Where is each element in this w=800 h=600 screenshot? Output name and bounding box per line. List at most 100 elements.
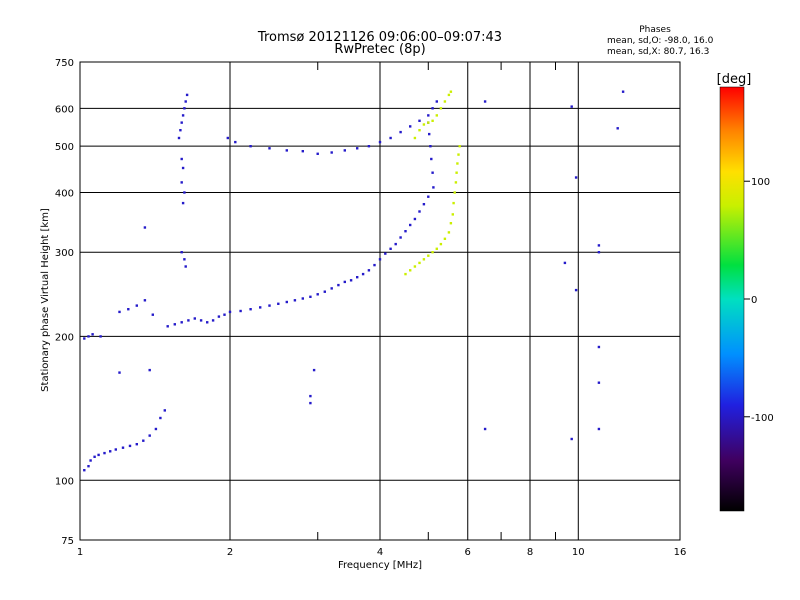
colorbar-tick-label: 0 — [751, 295, 757, 306]
y-ticks: 75 100 200 300 400 500 600 750 — [55, 58, 74, 547]
data-point-x — [422, 258, 426, 261]
data-point-o — [181, 201, 185, 205]
data-point-o — [228, 310, 232, 314]
x-tick-label: 4 — [377, 547, 383, 558]
data-point-o — [597, 381, 601, 384]
data-point-o — [384, 252, 387, 255]
data-point-o — [143, 299, 147, 302]
data-point-o — [239, 309, 242, 313]
data-point-o — [483, 100, 487, 103]
data-point-o — [109, 450, 112, 453]
data-point-o — [121, 446, 125, 449]
colorbar: [deg] 100 0 -100 — [717, 72, 774, 512]
data-point-o — [183, 191, 186, 194]
data-point-o — [179, 129, 182, 132]
data-point-o — [616, 127, 619, 130]
data-point-o — [99, 335, 102, 338]
data-point-x — [457, 153, 460, 156]
x-ticks: 1 2 4 6 8 10 16 — [77, 547, 687, 558]
data-point-o — [199, 319, 203, 322]
y-tick-label: 600 — [55, 104, 74, 115]
data-point-x — [435, 247, 438, 250]
data-point-x — [418, 261, 421, 265]
legend-line-o: mean, sd,O: -98.0, 16.0 — [607, 36, 714, 46]
data-point-o — [418, 210, 421, 213]
data-point-o — [427, 114, 430, 117]
y-tick-label: 750 — [55, 58, 74, 69]
data-point-o — [337, 283, 340, 287]
legend-title: Phases — [639, 25, 671, 35]
data-point-x — [427, 121, 430, 124]
data-point-o — [428, 132, 431, 136]
data-point-o — [135, 304, 138, 307]
data-point-o — [118, 371, 121, 374]
data-point-o — [217, 315, 221, 318]
data-point-o — [356, 147, 359, 150]
data-point-x — [443, 100, 447, 103]
data-point-o — [187, 319, 190, 322]
data-point-o — [185, 93, 189, 97]
data-point-o — [159, 416, 162, 420]
y-tick-label: 200 — [55, 332, 74, 343]
data-point-o — [127, 308, 130, 311]
data-point-x — [431, 251, 434, 254]
data-point-o — [409, 125, 412, 128]
data-point-x — [413, 136, 417, 140]
y-tick-label: 75 — [61, 536, 74, 547]
data-point-x — [449, 222, 453, 225]
data-point-o — [180, 157, 183, 161]
data-point-o — [330, 287, 333, 290]
chart-subtitle: RwPretec (8p) — [334, 42, 425, 57]
data-point-o — [621, 90, 625, 93]
data-point-x — [431, 119, 434, 122]
data-point-x — [453, 191, 456, 194]
data-point-o — [574, 288, 578, 292]
data-point-o — [180, 121, 183, 124]
colorbar-ticks: 100 0 -100 — [744, 177, 774, 424]
data-point-o — [570, 437, 573, 441]
data-point-o — [173, 323, 176, 326]
data-point-o — [177, 136, 181, 140]
data-point-o — [563, 261, 567, 265]
data-point-o — [316, 152, 319, 155]
data-point-o — [483, 427, 487, 431]
data-point-o — [418, 119, 421, 122]
data-point-o — [343, 280, 346, 284]
data-point-o — [97, 453, 100, 457]
x-tick-label: 6 — [465, 547, 471, 558]
x-tick-label: 1 — [77, 547, 83, 558]
data-point-o — [570, 105, 573, 108]
data-point-x — [404, 272, 407, 276]
data-point-x — [439, 107, 443, 110]
data-point-o — [234, 140, 237, 144]
data-point-o — [184, 100, 187, 103]
colorbar-tick-label: -100 — [751, 413, 774, 424]
data-point-o — [413, 217, 417, 221]
data-point-o — [399, 236, 402, 239]
data-points — [83, 90, 625, 472]
data-point-o — [323, 290, 326, 293]
data-point-o — [143, 226, 147, 229]
data-point-o — [193, 317, 196, 320]
colorbar-tick-label: 100 — [751, 177, 770, 188]
data-point-o — [309, 295, 312, 298]
data-point-o — [293, 299, 297, 302]
colorbar-gradient — [719, 86, 745, 512]
data-point-o — [309, 401, 312, 405]
chart-title: Tromsø 20121126 09:06:00–09:07:43 — [257, 30, 502, 45]
data-point-o — [181, 114, 185, 117]
data-point-o — [135, 443, 138, 446]
data-point-o — [389, 247, 392, 250]
data-point-x — [452, 201, 455, 205]
data-point-x — [427, 254, 430, 257]
data-point-o — [301, 297, 304, 300]
data-point-o — [154, 427, 158, 431]
data-point-o — [430, 157, 433, 161]
data-point-x — [451, 213, 454, 216]
data-point-x — [456, 162, 459, 165]
data-point-o — [180, 251, 183, 254]
data-point-o — [249, 145, 252, 148]
data-point-o — [128, 444, 132, 448]
data-point-o — [151, 313, 154, 316]
